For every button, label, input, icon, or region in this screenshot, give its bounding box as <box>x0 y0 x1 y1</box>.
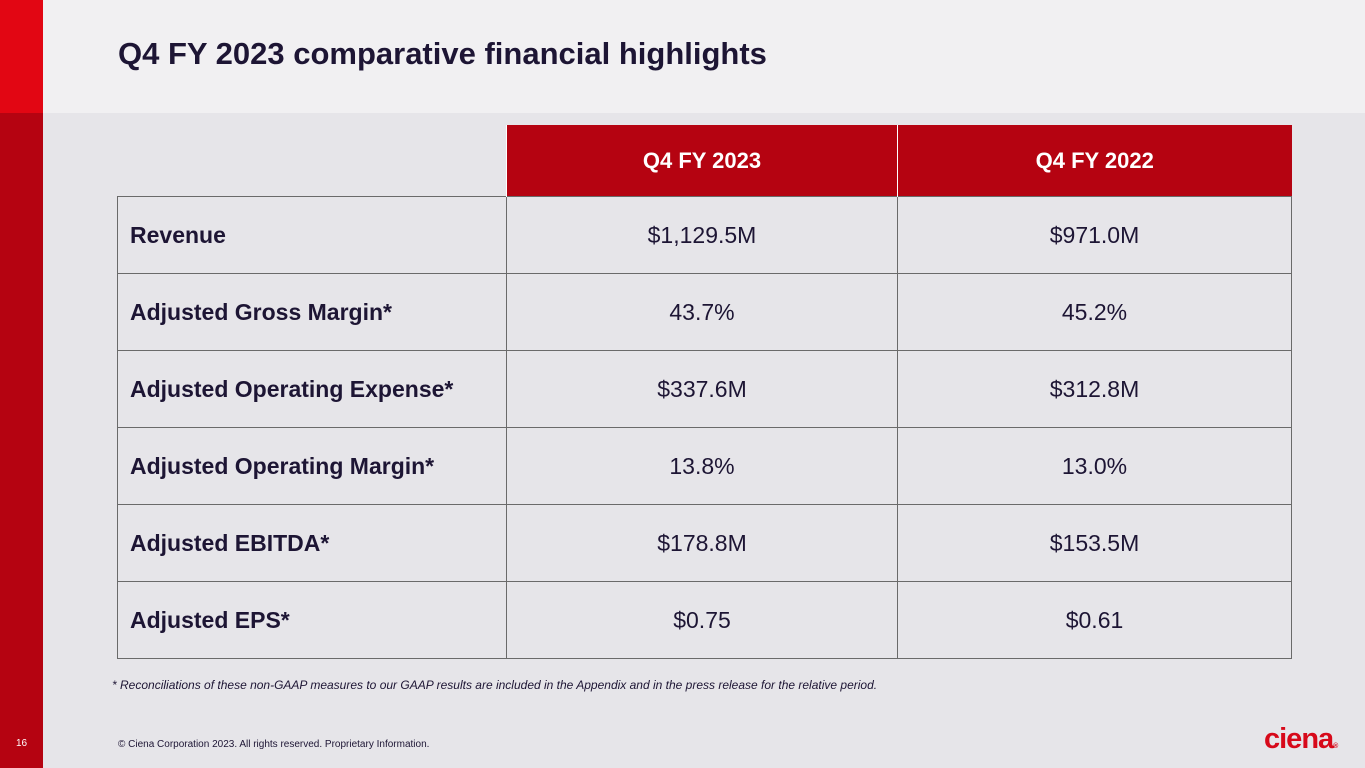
side-bar-accent <box>0 0 43 113</box>
metric-label: Adjusted Operating Margin* <box>117 427 507 505</box>
metric-label: Revenue <box>117 196 507 274</box>
footnote: * Reconciliations of these non-GAAP meas… <box>112 678 878 692</box>
value-q4-fy2022: $312.8M <box>897 350 1292 428</box>
value-q4-fy2023: $178.8M <box>506 504 898 582</box>
metric-label: Adjusted EPS* <box>117 581 507 659</box>
ciena-logo: ciena® <box>1264 723 1338 756</box>
registered-mark: ® <box>1333 743 1339 750</box>
table-row: Adjusted Operating Margin* 13.8% 13.0% <box>117 427 1292 505</box>
value-q4-fy2023: $1,129.5M <box>506 196 898 274</box>
financial-highlights-table: Q4 FY 2023 Q4 FY 2022 Revenue $1,129.5M … <box>117 125 1292 659</box>
table-row: Adjusted EPS* $0.75 $0.61 <box>117 581 1292 659</box>
logo-wordmark: ciena <box>1264 723 1334 755</box>
header-cell-q4-fy2023: Q4 FY 2023 <box>506 125 898 197</box>
metric-label: Adjusted EBITDA* <box>117 504 507 582</box>
value-q4-fy2023: $337.6M <box>506 350 898 428</box>
value-q4-fy2022: $0.61 <box>897 581 1292 659</box>
value-q4-fy2023: 13.8% <box>506 427 898 505</box>
table-row: Adjusted EBITDA* $178.8M $153.5M <box>117 504 1292 582</box>
table-row: Adjusted Gross Margin* 43.7% 45.2% <box>117 273 1292 351</box>
value-q4-fy2023: $0.75 <box>506 581 898 659</box>
side-bar <box>0 0 43 768</box>
table-header-row: Q4 FY 2023 Q4 FY 2022 <box>118 125 1292 197</box>
value-q4-fy2022: 13.0% <box>897 427 1292 505</box>
value-q4-fy2022: $153.5M <box>897 504 1292 582</box>
table-row: Revenue $1,129.5M $971.0M <box>117 196 1292 274</box>
value-q4-fy2022: 45.2% <box>897 273 1292 351</box>
header-cell-blank <box>118 125 507 197</box>
table-row: Adjusted Operating Expense* $337.6M $312… <box>117 350 1292 428</box>
metric-label: Adjusted Gross Margin* <box>117 273 507 351</box>
header-cell-q4-fy2022: Q4 FY 2022 <box>897 125 1292 197</box>
metric-label: Adjusted Operating Expense* <box>117 350 507 428</box>
page-title: Q4 FY 2023 comparative financial highlig… <box>118 36 767 71</box>
page-number: 16 <box>15 738 28 749</box>
value-q4-fy2022: $971.0M <box>897 196 1292 274</box>
header-band <box>43 0 1365 113</box>
copyright-notice: © Ciena Corporation 2023. All rights res… <box>118 739 430 750</box>
value-q4-fy2023: 43.7% <box>506 273 898 351</box>
